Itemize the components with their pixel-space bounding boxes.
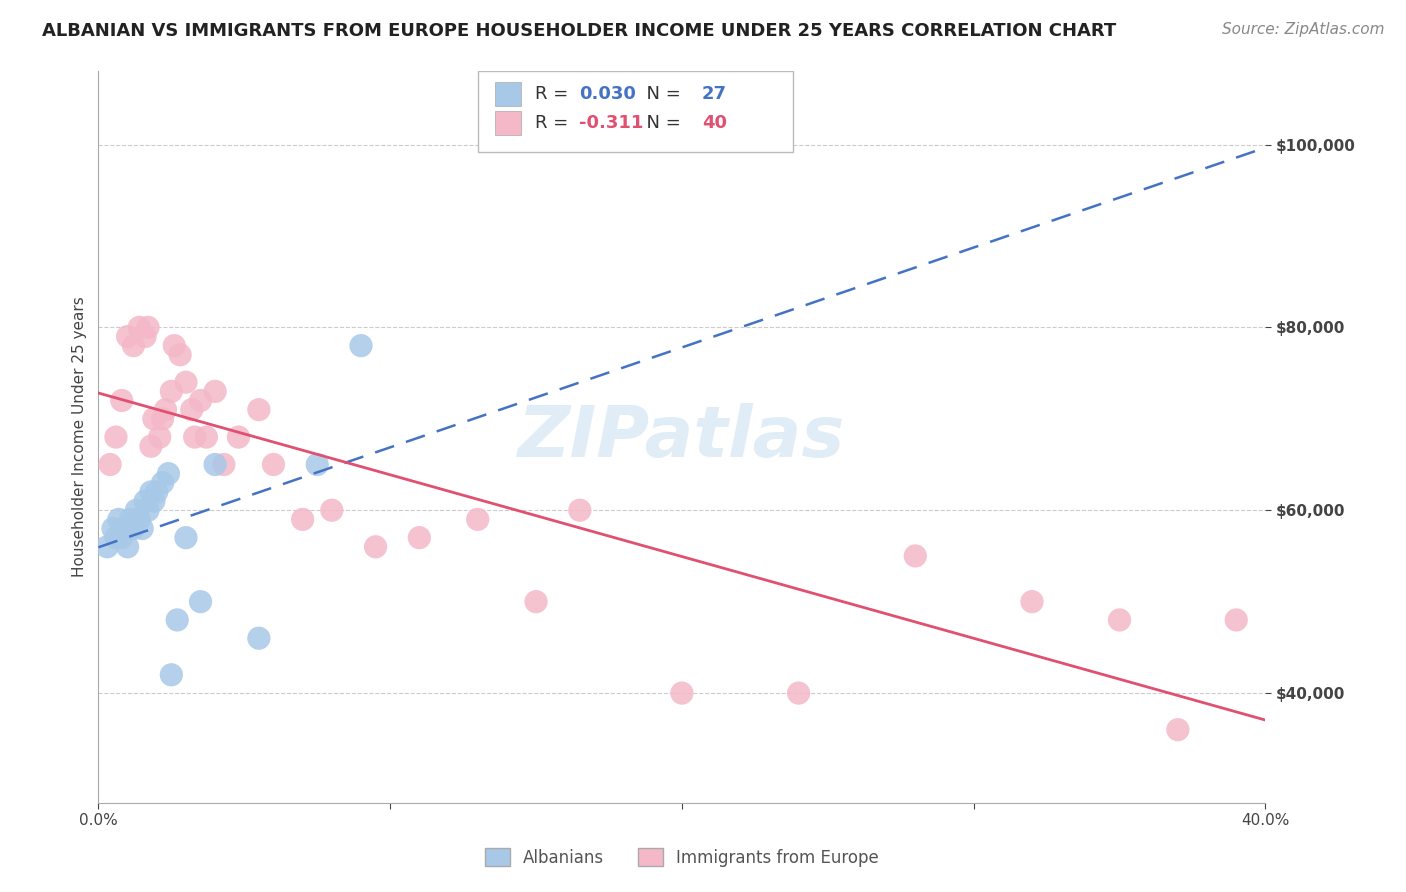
Point bbox=[128, 512, 150, 526]
Y-axis label: Householder Income Under 25 years: Householder Income Under 25 years bbox=[72, 297, 87, 577]
Point bbox=[96, 540, 118, 554]
Point bbox=[125, 503, 148, 517]
Point bbox=[134, 329, 156, 343]
Text: N =: N = bbox=[636, 114, 686, 132]
Point bbox=[149, 430, 172, 444]
FancyBboxPatch shape bbox=[478, 71, 793, 152]
Point bbox=[157, 467, 180, 481]
Point bbox=[139, 439, 162, 453]
Point bbox=[204, 384, 226, 399]
Text: -0.311: -0.311 bbox=[579, 114, 644, 132]
Point bbox=[142, 411, 165, 425]
Point bbox=[247, 402, 270, 417]
Point bbox=[190, 393, 212, 408]
Point bbox=[104, 531, 127, 545]
Point bbox=[212, 458, 235, 472]
Point bbox=[307, 458, 329, 472]
Point bbox=[183, 430, 205, 444]
Point bbox=[136, 320, 159, 334]
Point bbox=[262, 458, 284, 472]
Text: 0.030: 0.030 bbox=[579, 85, 636, 103]
Point bbox=[671, 686, 693, 700]
Point bbox=[134, 494, 156, 508]
Text: R =: R = bbox=[534, 85, 574, 103]
Point bbox=[111, 531, 134, 545]
Point bbox=[568, 503, 591, 517]
Point bbox=[364, 540, 387, 554]
Point bbox=[142, 494, 165, 508]
Text: R =: R = bbox=[534, 114, 574, 132]
Point bbox=[117, 540, 139, 554]
Text: ZIPatlas: ZIPatlas bbox=[519, 402, 845, 472]
Point bbox=[1108, 613, 1130, 627]
Point bbox=[104, 430, 127, 444]
Point bbox=[1167, 723, 1189, 737]
Point bbox=[321, 503, 343, 517]
Point bbox=[160, 667, 183, 681]
Point bbox=[174, 531, 197, 545]
Point bbox=[120, 512, 142, 526]
Point bbox=[146, 484, 169, 499]
Point bbox=[180, 402, 202, 417]
Point bbox=[139, 484, 162, 499]
Text: 40: 40 bbox=[702, 114, 727, 132]
Point bbox=[131, 521, 153, 535]
Point bbox=[195, 430, 218, 444]
Point bbox=[163, 338, 186, 352]
Text: Source: ZipAtlas.com: Source: ZipAtlas.com bbox=[1222, 22, 1385, 37]
Point bbox=[111, 393, 134, 408]
Point bbox=[155, 402, 177, 417]
Point bbox=[204, 458, 226, 472]
Point bbox=[98, 458, 121, 472]
Point bbox=[152, 475, 174, 490]
Legend: Albanians, Immigrants from Europe: Albanians, Immigrants from Europe bbox=[477, 840, 887, 875]
Point bbox=[408, 531, 430, 545]
Point bbox=[166, 613, 188, 627]
Point bbox=[122, 338, 145, 352]
FancyBboxPatch shape bbox=[495, 111, 520, 135]
Point bbox=[228, 430, 250, 444]
Point bbox=[174, 375, 197, 389]
Point bbox=[169, 348, 191, 362]
Point bbox=[467, 512, 489, 526]
Point bbox=[291, 512, 314, 526]
FancyBboxPatch shape bbox=[495, 81, 520, 106]
Text: ALBANIAN VS IMMIGRANTS FROM EUROPE HOUSEHOLDER INCOME UNDER 25 YEARS CORRELATION: ALBANIAN VS IMMIGRANTS FROM EUROPE HOUSE… bbox=[42, 22, 1116, 40]
Point bbox=[160, 384, 183, 399]
Point bbox=[190, 594, 212, 608]
Point bbox=[122, 521, 145, 535]
Text: 27: 27 bbox=[702, 85, 727, 103]
Point bbox=[904, 549, 927, 563]
Point bbox=[114, 521, 136, 535]
Point bbox=[117, 329, 139, 343]
Text: N =: N = bbox=[636, 85, 686, 103]
Point bbox=[1225, 613, 1247, 627]
Point bbox=[787, 686, 810, 700]
Point bbox=[524, 594, 547, 608]
Point bbox=[108, 512, 131, 526]
Point bbox=[136, 503, 159, 517]
Point bbox=[101, 521, 124, 535]
Point bbox=[1021, 594, 1043, 608]
Point bbox=[247, 631, 270, 645]
Point bbox=[350, 338, 373, 352]
Point bbox=[152, 411, 174, 425]
Point bbox=[128, 320, 150, 334]
